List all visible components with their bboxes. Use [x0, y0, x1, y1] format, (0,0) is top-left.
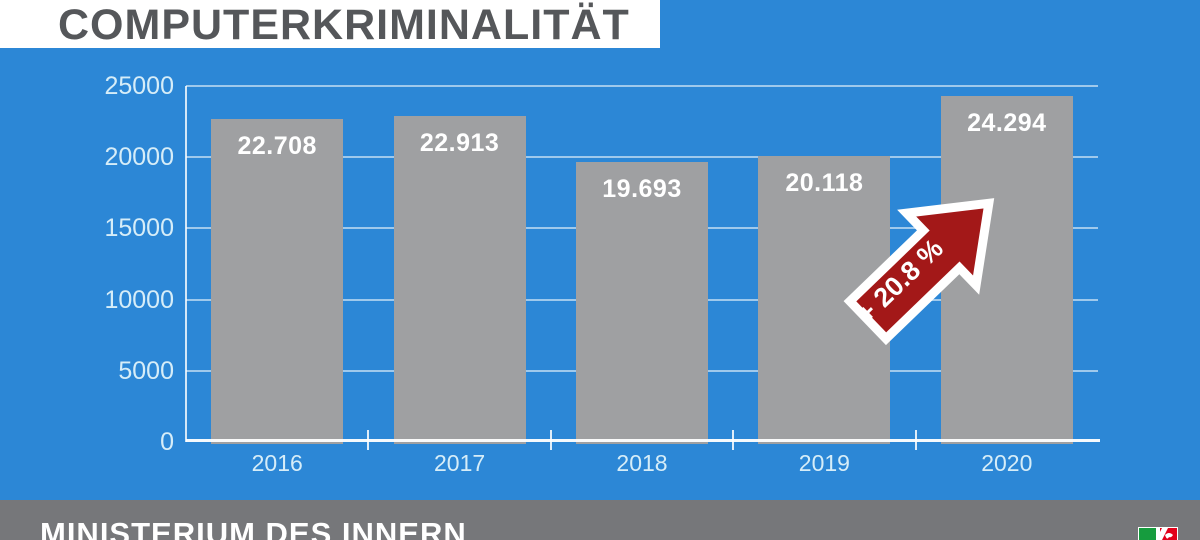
- bar-2018: 19.693: [576, 161, 708, 444]
- bar-2017: 22.913: [393, 115, 526, 444]
- y-axis-line: [185, 86, 187, 442]
- title-banner: COMPUTERKRIMINALITÄT: [0, 0, 660, 49]
- y-axis-tick-label-15000: 15000: [104, 214, 174, 243]
- bar-value-label-2017: 22.913: [419, 128, 500, 157]
- x-axis-tick-label-2017: 2017: [434, 450, 486, 476]
- y-axis-tick-label-25000: 25000: [104, 72, 174, 100]
- bar-value-label-2019: 20.118: [785, 168, 864, 197]
- y-axis-tick-label-10000: 10000: [104, 285, 174, 314]
- footer-bar: MINISTERIUM DES INNERN: [0, 500, 1200, 540]
- y-axis-tick-label-5000: 5000: [118, 356, 174, 385]
- y-axis-tick-label-20000: 20000: [104, 143, 174, 172]
- bar-2016: 22.708: [211, 118, 344, 444]
- nrw-logo-mark: [1165, 533, 1173, 539]
- bar-value-label-2016: 22.708: [237, 131, 317, 160]
- x-axis-tick-label-2018: 2018: [616, 450, 668, 476]
- x-axis-tick-label-2020: 2020: [981, 450, 1033, 476]
- x-axis-tick-label-2016: 2016: [251, 450, 303, 476]
- x-axis-boundary-tick-3: [732, 430, 735, 450]
- increase-arrow: + 20.8 %: [843, 198, 995, 346]
- x-axis-boundary-tick-4: [914, 430, 917, 450]
- x-axis-tick-label-2019: 2019: [798, 450, 850, 476]
- x-axis-boundary-tick-2: [549, 430, 552, 450]
- footer-source-label: MINISTERIUM DES INNERN: [40, 516, 467, 540]
- bar-value-label-2018: 19.693: [602, 174, 682, 203]
- y-axis-tick-label-0: 0: [160, 428, 174, 456]
- nrw-logo-green-block: [1139, 528, 1156, 540]
- page-title: COMPUTERKRIMINALITÄT: [58, 1, 630, 49]
- bar-value-label-2020: 24.294: [967, 109, 1047, 138]
- x-axis-boundary-tick-1: [367, 430, 370, 450]
- increase-arrow-shape: [843, 198, 995, 346]
- nrw-state-logo: [1138, 527, 1178, 540]
- gridline-20000: [186, 156, 1098, 159]
- gridline-25000: [186, 85, 1098, 87]
- x-axis-baseline: [186, 439, 1100, 442]
- bar-chart: 0 5000 10000 15000 20000 25000 22.708 2016 22.91…: [104, 72, 1100, 476]
- nrw-logo-white-slash: [1156, 528, 1168, 540]
